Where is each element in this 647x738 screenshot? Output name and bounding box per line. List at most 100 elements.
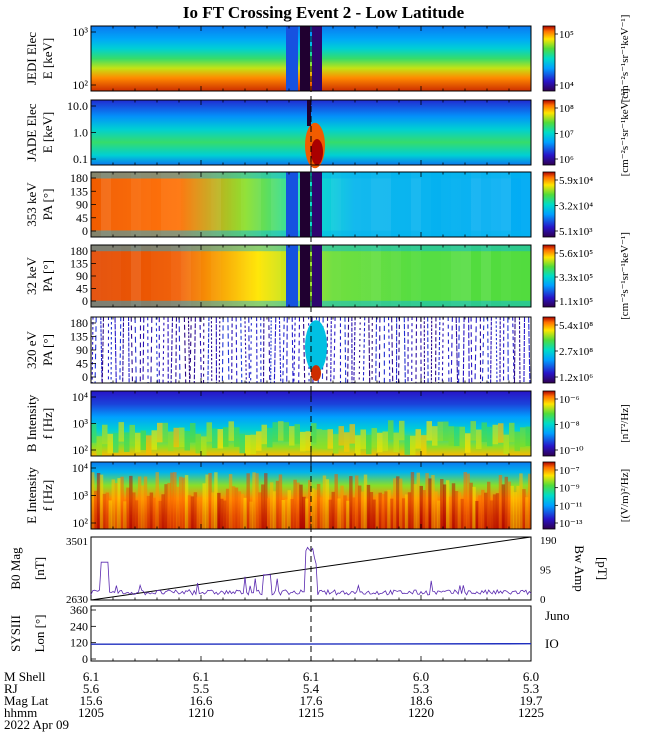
- pa-streak: [415, 316, 418, 384]
- pa-streak: [333, 316, 336, 384]
- gap-band-c: [312, 245, 322, 307]
- pa-band: [471, 245, 481, 307]
- pa-band: [441, 172, 451, 237]
- pa-streak: [375, 316, 378, 384]
- pa-band: [431, 245, 441, 307]
- pa-band: [321, 245, 331, 307]
- b-intensity-streak: [272, 422, 278, 442]
- b-intensity-streak: [333, 434, 339, 454]
- mag-y-label-name: B0 Mag: [8, 547, 23, 590]
- pa-streak: [235, 316, 238, 384]
- e-intensity-streak: [99, 474, 104, 529]
- footer-row-label: RJ: [4, 681, 18, 696]
- footer-value-hhmm: 1220: [408, 705, 434, 720]
- pa-streak: [183, 316, 187, 384]
- colorbar-units-label: [(V/m)²/Hz]: [619, 469, 631, 522]
- sysiii-y-label-name: SYSIII: [8, 615, 23, 652]
- pa-streak: [199, 316, 202, 384]
- e-intensity-streak: [410, 472, 415, 529]
- e-intensity-streak: [328, 499, 333, 529]
- pa-streak: [278, 316, 282, 384]
- colorbar-tick-label: 10⁻¹⁰: [559, 445, 584, 457]
- e-intensity-streak: [413, 484, 418, 529]
- e-intensity-streak: [355, 475, 359, 529]
- y-axis-label-instrument: 353 keV: [24, 182, 39, 227]
- pa-streak: [91, 316, 94, 384]
- footer-value-hhmm: 1210: [188, 705, 214, 720]
- pa-band: [401, 172, 411, 237]
- pa-band: [481, 172, 491, 237]
- colorbar-tick-label: 5.1x10³: [559, 226, 593, 238]
- b-intensity-streak: [102, 424, 108, 445]
- colorbar-tick-label: 10⁻⁷: [559, 465, 580, 477]
- gap-band-b: [300, 172, 310, 237]
- b-intensity-streak: [322, 429, 328, 450]
- pa-band: [101, 245, 111, 307]
- e-intensity-streak: [228, 474, 233, 529]
- pa-streak: [347, 316, 350, 384]
- gap-band-c: [312, 172, 322, 237]
- pa-band: [201, 172, 211, 237]
- e-intensity-streak: [267, 498, 271, 529]
- e-intensity-streak: [431, 475, 435, 529]
- e-intensity-streak: [164, 484, 168, 529]
- pa-streak: [193, 316, 196, 384]
- e-intensity-streak: [308, 480, 312, 529]
- pa-band: [331, 172, 341, 237]
- pa-streak: [189, 316, 192, 384]
- footer-value-rj: 5.5: [193, 681, 209, 696]
- e-intensity-streak: [437, 500, 441, 529]
- e-intensity-streak: [528, 473, 532, 529]
- e-intensity-streak: [135, 500, 139, 529]
- pa-band: [461, 172, 471, 237]
- footer-value-rj: 5.3: [523, 681, 539, 696]
- b-intensity-streak: [206, 422, 212, 442]
- pa-band: [501, 245, 511, 307]
- b-intensity-streak: [190, 423, 196, 443]
- e-intensity-streak: [255, 473, 259, 529]
- bw-label-name: Bw Amp: [572, 545, 587, 592]
- e-intensity-streak: [325, 479, 330, 529]
- pa-streak: [100, 316, 103, 384]
- colorbar-tick-label: 10⁻⁹: [559, 483, 580, 495]
- e-intensity-streak: [305, 498, 309, 529]
- e-intensity-streak: [161, 494, 165, 529]
- colorbar-tick-label: 2.7x10⁸: [559, 346, 593, 358]
- e-intensity-streak: [202, 483, 206, 529]
- pa-band: [191, 172, 201, 237]
- pa-streak: [248, 316, 250, 384]
- footer-value-mshell: 6.1: [303, 669, 319, 684]
- y-tick-label: 90: [76, 198, 88, 212]
- b-intensity-streak: [129, 424, 135, 445]
- sysiii-y-tick-label: 120: [70, 636, 88, 650]
- e-intensity-streak: [322, 475, 327, 529]
- y-tick-label: 10.0: [67, 99, 88, 113]
- e-intensity-streak: [475, 500, 479, 529]
- b-intensity-streak: [355, 435, 361, 455]
- y-axis-label-instrument: E Intensity: [24, 467, 39, 524]
- colorbar: [542, 390, 556, 457]
- e-intensity-streak: [105, 492, 110, 529]
- b-intensity-streak: [107, 433, 113, 454]
- y-axis-label-instrument: JADE Elec: [24, 103, 39, 161]
- pa-streak: [468, 316, 470, 384]
- colorbar-units-label: [cm⁻²s⁻¹sr⁻¹keV⁻¹]: [619, 89, 631, 177]
- e-intensity-streak: [102, 493, 107, 529]
- e-intensity-streak: [457, 492, 462, 529]
- e-intensity-streak: [91, 472, 95, 529]
- b-intensity-streak: [492, 424, 498, 445]
- e-intensity-streak: [443, 484, 447, 529]
- e-intensity-streak: [425, 473, 429, 529]
- pa-streak: [398, 316, 401, 384]
- y-axis-label-units: PA [°]: [40, 189, 55, 221]
- e-intensity-streak: [346, 500, 350, 529]
- e-intensity-streak: [519, 473, 523, 529]
- pa-band: [121, 172, 131, 237]
- e-intensity-streak: [407, 492, 412, 529]
- footer-row-label: hhmm: [4, 705, 37, 720]
- e-intensity-streak: [223, 500, 227, 529]
- e-intensity-streak: [419, 485, 423, 529]
- pa-streak: [353, 316, 356, 384]
- e-intensity-streak: [331, 491, 335, 529]
